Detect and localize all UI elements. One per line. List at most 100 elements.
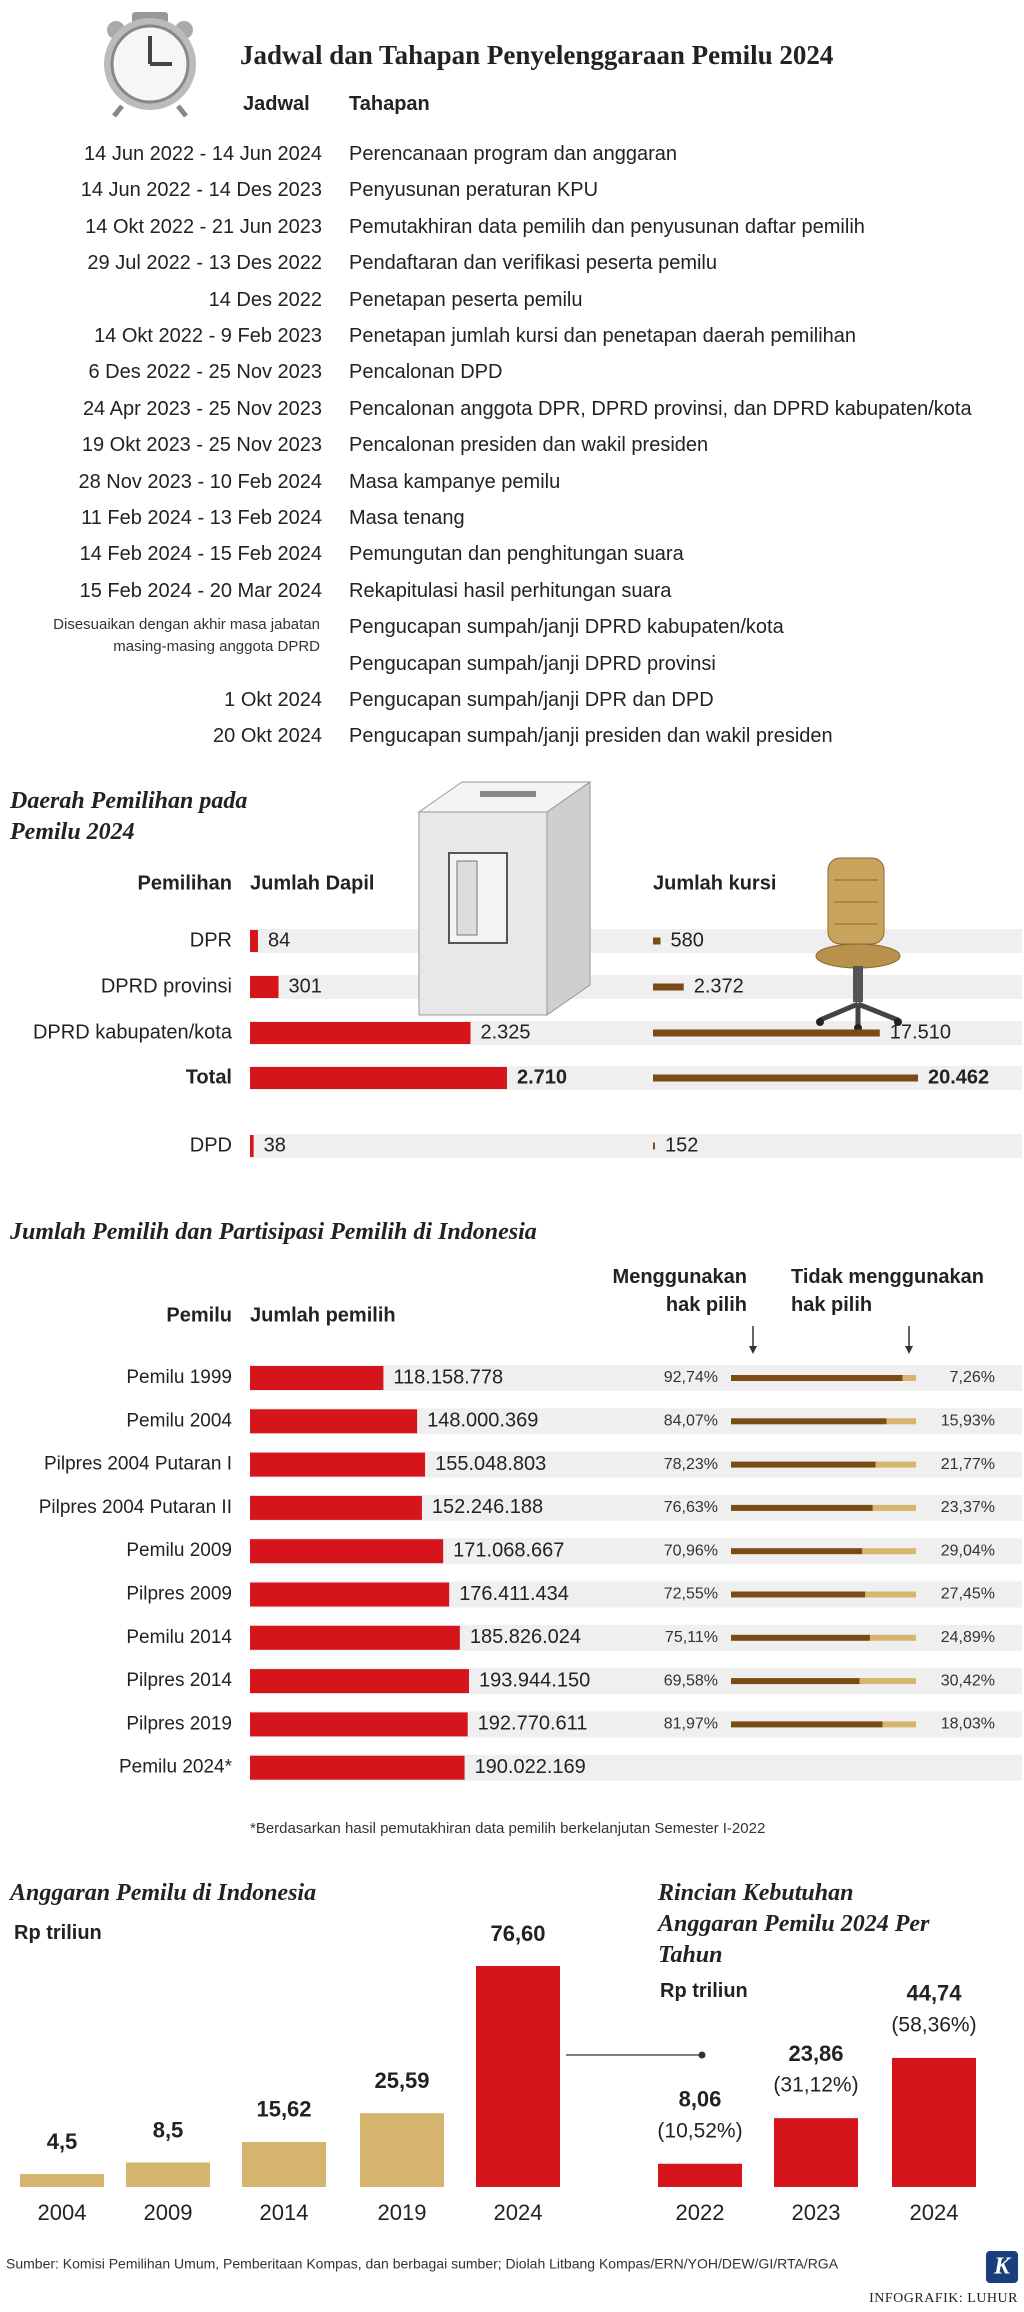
category-header: Pemilu (166, 1304, 232, 1326)
annotation: Tidak menggunakan hak pilih (791, 1266, 985, 1316)
value-label: 69,58% (664, 1672, 718, 1689)
bar (250, 1135, 254, 1157)
source: Sumber: Komisi Pemilihan Umum, Pemberita… (6, 2256, 839, 2272)
category-label: Pilpres 2014 (126, 1670, 232, 1691)
x-tick-label: 2019 (378, 2200, 427, 2225)
bar-segment (731, 1721, 883, 1728)
row-band (250, 929, 1022, 953)
schedule-stage: Rekapitulasi hasil perhitungan suara (349, 579, 672, 602)
schedule-stage: Pencalonan DPD (349, 361, 503, 384)
bar (653, 1074, 918, 1082)
category-label: Pemilu 2009 (126, 1540, 232, 1561)
bar-segment (731, 1591, 866, 1598)
connector (566, 2051, 706, 2059)
bar-segment (731, 1461, 876, 1468)
value-label: 25,59 (374, 2068, 429, 2093)
category-label: Total (186, 1066, 232, 1088)
schedule-stage: Pengucapan sumpah/janji presiden dan wak… (349, 725, 833, 748)
category-label: Pemilu 2004 (126, 1410, 232, 1431)
value-label: 7,26% (950, 1369, 995, 1386)
value-label: 72,55% (664, 1586, 718, 1603)
value-label: 15,93% (941, 1413, 995, 1430)
bar-segment (731, 1678, 860, 1685)
schedule-date: 29 Jul 2022 - 13 Des 2022 (87, 252, 322, 275)
schedule-stage: Pencalonan presiden dan wakil presiden (349, 434, 709, 457)
value-label: 190.022.169 (475, 1756, 586, 1778)
value-label: 193.944.150 (479, 1669, 590, 1691)
value-label: 24,89% (941, 1629, 995, 1646)
bar (250, 1582, 450, 1607)
bar-segment (869, 1634, 916, 1641)
bar-segment (862, 1548, 916, 1555)
note: *Berdasarkan hasil pemutakhiran data pem… (250, 1820, 765, 1837)
clock-icon (104, 12, 196, 118)
value-label: 70,96% (664, 1542, 718, 1559)
annotation-arrows (749, 1326, 913, 1354)
schedule-stage: Pengucapan sumpah/janji DPRD kabupaten/k… (349, 616, 784, 639)
schedule-note: Disesuaikan dengan akhir masa jabatan ma… (53, 616, 320, 656)
bar (476, 1966, 560, 2187)
share-label: (58,36%) (891, 2013, 976, 2036)
background-layer (250, 929, 1022, 1781)
schedule-date: 28 Nov 2023 - 10 Feb 2024 (78, 470, 322, 493)
ballot-box (417, 781, 592, 1016)
value-label: 23,37% (941, 1499, 995, 1516)
x-tick-label: 2024 (494, 2200, 543, 2225)
bar-segment (872, 1504, 916, 1511)
value-label: 29,04% (941, 1542, 995, 1559)
share-label: (31,12%) (773, 2074, 858, 2097)
schedule-date: 20 Okt 2024 (213, 725, 322, 748)
bar (250, 1067, 507, 1089)
unit-label: Rp triliun (660, 1980, 748, 2002)
x-tick-label: 2004 (38, 2200, 87, 2225)
bar (658, 2163, 742, 2187)
chart-title: Jumlah Pemilih dan Partisipasi Pemilih d… (10, 1219, 537, 1245)
bar (20, 2174, 104, 2187)
schedule-stage: Pengucapan sumpah/janji DPRD provinsi (349, 652, 716, 675)
unit-label: Rp triliun (14, 1922, 102, 1944)
value-label: 192.770.611 (478, 1713, 588, 1735)
value-label: 2.372 (694, 975, 744, 997)
schedule-stage: Pendaftaran dan verifikasi peserta pemil… (349, 252, 717, 275)
value-label: 152.246.188 (432, 1496, 543, 1518)
value-label: 76,63% (664, 1499, 718, 1516)
value-label: 78,23% (664, 1456, 718, 1473)
bar (250, 1625, 460, 1650)
bar-segment (731, 1375, 903, 1381)
value-label: 27,45% (941, 1586, 995, 1603)
category-label: Pemilu 2024* (119, 1757, 233, 1778)
value-label: 44,74 (906, 1981, 962, 2006)
bar (250, 976, 279, 998)
chart-title: Daerah Pemilihan pada Pemilu 2024 (10, 788, 248, 845)
value-label: 84,07% (664, 1413, 718, 1430)
value-label: 18,03% (941, 1716, 995, 1733)
value-label: 75,11% (665, 1629, 718, 1646)
bar (250, 1712, 468, 1737)
row-band (250, 975, 1022, 999)
bar (242, 2141, 326, 2187)
bar (126, 2162, 210, 2187)
schedule-stage: Pemutakhiran data pemilih dan penyusunan… (349, 215, 865, 238)
logo: K (986, 2251, 1018, 2283)
value-label: 4,5 (47, 2129, 78, 2154)
category-label: Pemilu 2014 (126, 1627, 232, 1648)
category-label: Pilpres 2019 (126, 1713, 232, 1734)
bar-segment (731, 1418, 887, 1425)
schedule-header: Tahapan (349, 93, 430, 115)
bar (250, 1755, 465, 1780)
series-header: Jumlah pemilih (250, 1304, 396, 1326)
bar (653, 1029, 880, 1037)
category-label: Pilpres 2004 Putaran II (39, 1497, 232, 1518)
bar (250, 930, 258, 952)
category-label: Pilpres 2009 (126, 1584, 232, 1605)
schedule-date: 6 Des 2022 - 25 Nov 2023 (88, 361, 323, 384)
value-label: 176.411.434 (459, 1583, 569, 1605)
schedule-date: 1 Okt 2024 (224, 689, 322, 711)
bar (250, 1669, 469, 1694)
schedule-date: 14 Jun 2022 - 14 Jun 2024 (84, 143, 322, 165)
bar-segment (875, 1461, 916, 1468)
value-label: 17.510 (890, 1021, 951, 1043)
schedule-stage: Penetapan jumlah kursi dan penetapan dae… (349, 325, 857, 347)
series-header: Jumlah Dapil (250, 872, 374, 894)
schedule-stage: Pengucapan sumpah/janji DPR dan DPD (349, 689, 714, 711)
